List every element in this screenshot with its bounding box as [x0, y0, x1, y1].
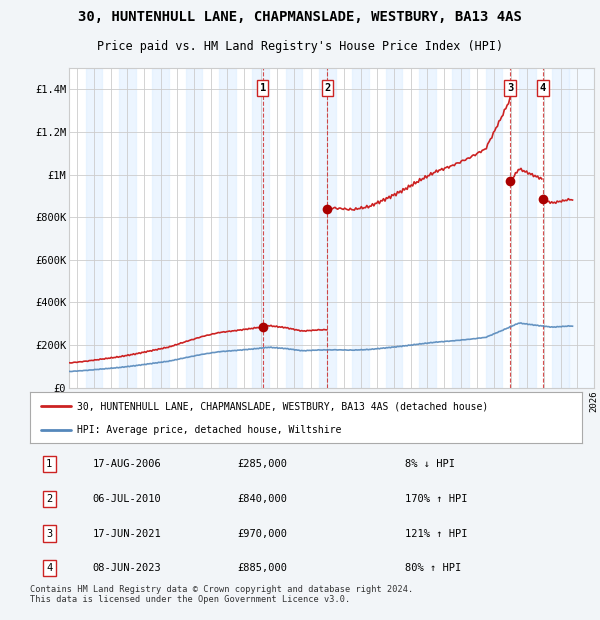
Bar [86, 68, 103, 388]
Bar [386, 68, 403, 388]
Text: 08-JUN-2023: 08-JUN-2023 [92, 563, 161, 574]
Bar [119, 68, 136, 388]
Bar [286, 68, 302, 388]
Bar [219, 68, 236, 388]
Text: 17-JUN-2021: 17-JUN-2021 [92, 528, 161, 539]
Text: £885,000: £885,000 [237, 563, 287, 574]
Text: 4: 4 [540, 83, 546, 93]
Bar [485, 68, 502, 388]
Text: 30, HUNTENHULL LANE, CHAPMANSLADE, WESTBURY, BA13 4AS: 30, HUNTENHULL LANE, CHAPMANSLADE, WESTB… [78, 10, 522, 24]
Bar [185, 68, 202, 388]
Text: £285,000: £285,000 [237, 459, 287, 469]
Bar [519, 68, 536, 388]
Text: Contains HM Land Registry data © Crown copyright and database right 2024.
This d: Contains HM Land Registry data © Crown c… [30, 585, 413, 604]
Bar [553, 68, 569, 388]
Text: 2: 2 [46, 494, 52, 504]
Text: 06-JUL-2010: 06-JUL-2010 [92, 494, 161, 504]
Text: 80% ↑ HPI: 80% ↑ HPI [406, 563, 461, 574]
Text: HPI: Average price, detached house, Wiltshire: HPI: Average price, detached house, Wilt… [77, 425, 341, 435]
Text: 2: 2 [325, 83, 331, 93]
Text: £840,000: £840,000 [237, 494, 287, 504]
Bar [569, 68, 594, 388]
Bar [319, 68, 335, 388]
Text: Price paid vs. HM Land Registry's House Price Index (HPI): Price paid vs. HM Land Registry's House … [97, 40, 503, 53]
Text: £970,000: £970,000 [237, 528, 287, 539]
Text: 170% ↑ HPI: 170% ↑ HPI [406, 494, 468, 504]
Text: 1: 1 [46, 459, 52, 469]
Text: 8% ↓ HPI: 8% ↓ HPI [406, 459, 455, 469]
Bar [352, 68, 369, 388]
Bar [569, 68, 594, 388]
Text: 121% ↑ HPI: 121% ↑ HPI [406, 528, 468, 539]
Text: 3: 3 [46, 528, 52, 539]
Bar [253, 68, 269, 388]
Text: 30, HUNTENHULL LANE, CHAPMANSLADE, WESTBURY, BA13 4AS (detached house): 30, HUNTENHULL LANE, CHAPMANSLADE, WESTB… [77, 401, 488, 411]
Bar [152, 68, 169, 388]
Text: 1: 1 [260, 83, 266, 93]
Text: 17-AUG-2006: 17-AUG-2006 [92, 459, 161, 469]
Bar [452, 68, 469, 388]
Text: 3: 3 [507, 83, 513, 93]
Text: 4: 4 [46, 563, 52, 574]
Bar [419, 68, 436, 388]
